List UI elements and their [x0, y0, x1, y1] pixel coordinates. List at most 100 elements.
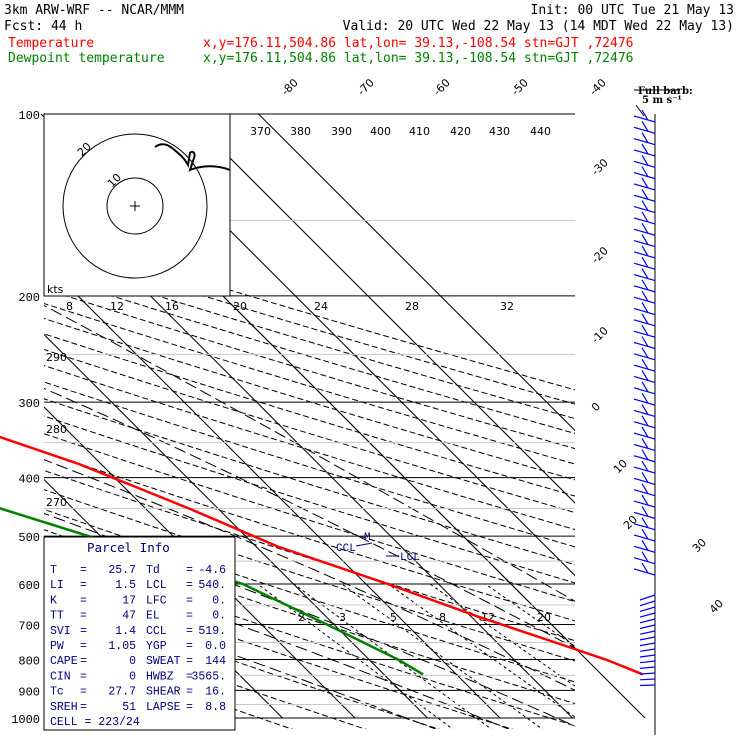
parcel-value: 0	[129, 655, 136, 668]
wind-barb	[633, 455, 656, 463]
wind-barb	[633, 251, 656, 259]
wind-barb	[639, 642, 656, 647]
dewpoint-location: x,y=176.11,504.86 lat,lon= 39.13,-108.54…	[203, 51, 633, 66]
parcel-value: 8.8	[205, 701, 226, 714]
theta-label: 440	[530, 125, 551, 138]
isotherm-label: 30	[690, 536, 709, 555]
parcel-value: 540.	[198, 579, 226, 592]
wind-barb	[639, 600, 656, 607]
isotherm-label: -60	[431, 76, 453, 98]
wind-barb	[633, 138, 656, 146]
parcel-value: 25.7	[108, 564, 136, 577]
moist-adiabat-line	[44, 459, 575, 691]
parcel-label: K	[50, 594, 57, 607]
dry-adiabat-line	[44, 529, 575, 705]
parcel-label: SWEAT	[146, 655, 181, 668]
parcel-label: Td	[146, 564, 160, 577]
parcel-info-panel: Parcel Info T = 25.7 Td = -4.6 LI = 1.5 LCL = 540. K…	[43, 536, 236, 731]
wind-barb-flag	[641, 517, 649, 529]
wind-barb	[633, 160, 656, 168]
mixing-ratio-line	[484, 583, 575, 647]
wind-barb	[633, 466, 656, 474]
hodograph-speed-labels: kts 8 12 16 20 24 28 32	[47, 283, 514, 313]
parcel-label: CCL	[146, 625, 167, 638]
wind-barb	[639, 630, 656, 635]
parcel-equals: =	[80, 686, 87, 699]
wind-barb-flag	[641, 143, 649, 155]
wind-barb-flag	[641, 188, 649, 200]
wind-barb	[633, 364, 656, 372]
parcel-value: 0.	[212, 594, 226, 607]
theta-label: 400	[370, 125, 391, 138]
parcel-label: CIN	[50, 670, 71, 683]
wind-barb-flag	[641, 222, 649, 234]
wind-barb-flag	[641, 562, 649, 574]
temperature-legend-label: Temperature	[8, 36, 94, 51]
wind-barb-flag	[641, 506, 649, 517]
dry-adiabat-line	[44, 288, 575, 450]
wind-barb	[633, 500, 656, 508]
parcel-label: LAPSE	[146, 701, 181, 714]
wind-barb-flag	[641, 121, 649, 132]
wind-barb-flag	[641, 109, 649, 121]
wind-barb-flag	[641, 324, 649, 336]
wind-barb	[633, 194, 656, 202]
isotherm-line	[44, 261, 501, 719]
wind-barb	[639, 606, 656, 612]
isotherm-label: -30	[589, 156, 611, 178]
dewpoint-legend-label: Dewpoint temperature	[8, 51, 165, 66]
parcel-equals: =	[186, 655, 193, 668]
mixing-ratio-label: 3	[339, 611, 346, 624]
parcel-equals: =	[80, 625, 87, 638]
theta-label: 410	[409, 125, 430, 138]
isotherm-label: -80	[279, 76, 301, 98]
wind-barb	[633, 557, 656, 565]
model-title: 3km ARW-WRF -- NCAR/MMM	[4, 3, 184, 18]
temperature-location: x,y=176.11,504.86 lat,lon= 39.13,-108.54…	[203, 36, 633, 51]
barb-legend-shaft	[635, 104, 645, 117]
theta-side-label: 280	[46, 423, 67, 436]
wind-barb	[633, 409, 656, 418]
wind-barb	[633, 398, 656, 406]
wind-barb	[633, 149, 656, 157]
wind-barb	[633, 319, 656, 327]
wind-barb-flag	[641, 336, 649, 347]
isotherm-line	[44, 333, 428, 719]
wind-barb-flag	[641, 494, 649, 506]
wind-barb	[633, 477, 656, 485]
parcel-equals: =	[186, 701, 193, 714]
wind-barb	[633, 115, 656, 123]
isotherm-line	[258, 114, 575, 432]
parcel-equals: =	[80, 670, 87, 683]
barb-units-label: 5 m s⁻¹	[642, 95, 682, 106]
wind-barb-flag	[641, 528, 649, 540]
wind-barb	[633, 421, 656, 429]
parcel-label: TT	[50, 610, 64, 623]
dry-adiabat-line	[44, 259, 575, 420]
wind-barb-flag	[641, 460, 649, 472]
wind-barb	[639, 594, 656, 601]
wind-barb	[633, 239, 656, 248]
mixing-ratio-label: 5	[390, 611, 397, 624]
parcel-equals: =	[80, 610, 87, 623]
parcel-label: SHEAR	[146, 686, 181, 699]
wind-barb	[633, 330, 656, 338]
theta-label: 380	[290, 125, 311, 138]
parcel-value: 3565.	[191, 670, 226, 683]
hodograph: 20 10	[43, 113, 231, 297]
wind-barb-flag	[641, 358, 649, 370]
wind-barb-flag	[641, 472, 649, 483]
wind-barb-flag	[641, 234, 649, 245]
parcel-info-title: Parcel Info	[87, 540, 170, 555]
pressure-label: 500	[18, 531, 40, 545]
parcel-equals: =	[186, 686, 193, 699]
level-annotations: CCL M LCL	[336, 532, 420, 564]
init-time: Init: 00 UTC Tue 21 May 13	[531, 3, 735, 18]
hodograph-ring-outer	[62, 133, 208, 279]
pressure-label: 1000	[11, 713, 40, 727]
mixing-ratio-line	[341, 583, 544, 729]
isotherm-label: -20	[589, 244, 611, 266]
wind-barb	[633, 341, 656, 350]
wind-barb-flag	[641, 404, 649, 415]
